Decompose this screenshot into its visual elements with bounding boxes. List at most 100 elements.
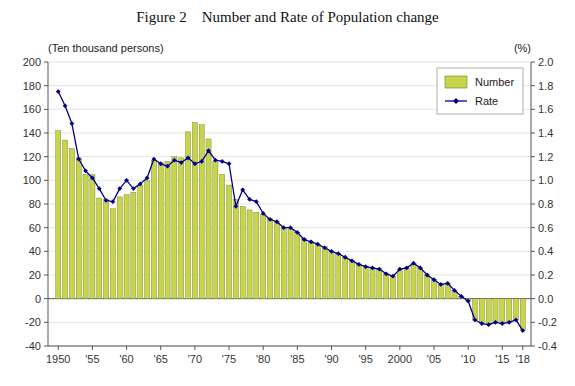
marker <box>90 176 95 181</box>
x-tick <box>194 346 195 350</box>
y2-tick <box>531 298 535 299</box>
y2-tick-label: 0.4 <box>538 245 553 257</box>
marker <box>438 282 443 287</box>
legend-label: Number <box>475 76 514 88</box>
y-axis-label: (Ten thousand persons) <box>48 42 164 54</box>
bar <box>131 192 136 299</box>
bar <box>69 148 74 298</box>
marker <box>83 168 88 173</box>
bar <box>418 268 423 299</box>
bar <box>479 299 484 324</box>
y-tick-label: 100 <box>23 174 41 186</box>
y-tick <box>44 133 48 134</box>
marker <box>391 274 396 279</box>
y-tick <box>44 204 48 205</box>
x-tick-label: '15 <box>495 353 509 365</box>
marker <box>206 148 211 153</box>
marker <box>131 186 136 191</box>
legend-label: Rate <box>475 95 498 107</box>
marker <box>343 255 348 260</box>
y2-tick <box>531 109 535 110</box>
legend: Number Rate <box>437 68 523 114</box>
bar <box>240 206 245 298</box>
marker <box>240 187 245 192</box>
y2-tick-label: 1.6 <box>538 103 553 115</box>
x-tick <box>522 346 523 350</box>
bar <box>520 299 525 331</box>
marker <box>124 178 129 183</box>
marker <box>281 225 286 230</box>
x-tick-label: '90 <box>324 353 338 365</box>
marker <box>63 103 68 108</box>
marker <box>356 262 361 267</box>
y-tick-label: 160 <box>23 103 41 115</box>
bar <box>377 269 382 299</box>
bar <box>138 185 143 299</box>
y-tick-label: 140 <box>23 127 41 139</box>
y2-axis-line <box>531 62 532 346</box>
bar <box>63 140 68 299</box>
bar <box>397 269 402 299</box>
bar <box>274 222 279 299</box>
y2-tick-label: 0.6 <box>538 222 553 234</box>
bar <box>295 232 300 298</box>
y-tick-label: 120 <box>23 151 41 163</box>
grid-line <box>48 62 531 63</box>
x-tick <box>126 346 127 350</box>
y2-tick <box>531 133 535 134</box>
x-tick <box>160 346 161 350</box>
marker <box>70 121 75 126</box>
marker <box>76 157 81 162</box>
y-tick-label: 200 <box>23 56 41 68</box>
marker <box>199 159 204 164</box>
grid-line <box>48 133 531 134</box>
y2-tick <box>531 346 535 347</box>
marker <box>309 239 314 244</box>
y2-tick-label: -0.4 <box>538 340 557 352</box>
marker <box>377 267 382 272</box>
title: Figure 2 Number and Rate of Population c… <box>136 9 439 25</box>
marker <box>322 245 327 250</box>
marker <box>425 273 430 278</box>
marker <box>165 164 170 169</box>
y-tick <box>44 85 48 86</box>
grid-line <box>48 156 531 157</box>
marker <box>179 160 184 165</box>
marker <box>186 155 191 160</box>
y2-tick <box>531 204 535 205</box>
y2-tick <box>531 156 535 157</box>
y2-tick-label: 1.8 <box>538 80 553 92</box>
bar <box>254 212 259 298</box>
x-tick-label: '95 <box>359 353 373 365</box>
marker <box>145 176 150 181</box>
x-tick <box>263 346 264 350</box>
marker <box>247 197 252 202</box>
bar <box>411 263 416 299</box>
marker <box>336 251 341 256</box>
marker <box>418 266 423 271</box>
x-tick-label: '60 <box>119 353 133 365</box>
bar <box>486 299 491 325</box>
marker <box>302 237 307 242</box>
bar <box>90 174 95 298</box>
bar <box>322 247 327 299</box>
y2-tick <box>531 85 535 86</box>
marker <box>493 320 498 325</box>
bar <box>384 274 389 299</box>
plot-area <box>56 89 526 333</box>
y2-tick <box>531 322 535 323</box>
bar <box>343 257 348 298</box>
y-tick <box>44 109 48 110</box>
y-tick <box>44 298 48 299</box>
x-tick <box>229 346 230 350</box>
y2-tick-label: 1.2 <box>538 151 553 163</box>
bar <box>104 199 109 298</box>
bar <box>288 229 293 299</box>
marker <box>514 318 519 323</box>
bar <box>493 299 498 323</box>
marker <box>268 217 273 222</box>
y-tick <box>44 180 48 181</box>
marker <box>138 181 143 186</box>
marker <box>404 266 409 271</box>
bar <box>308 242 313 299</box>
